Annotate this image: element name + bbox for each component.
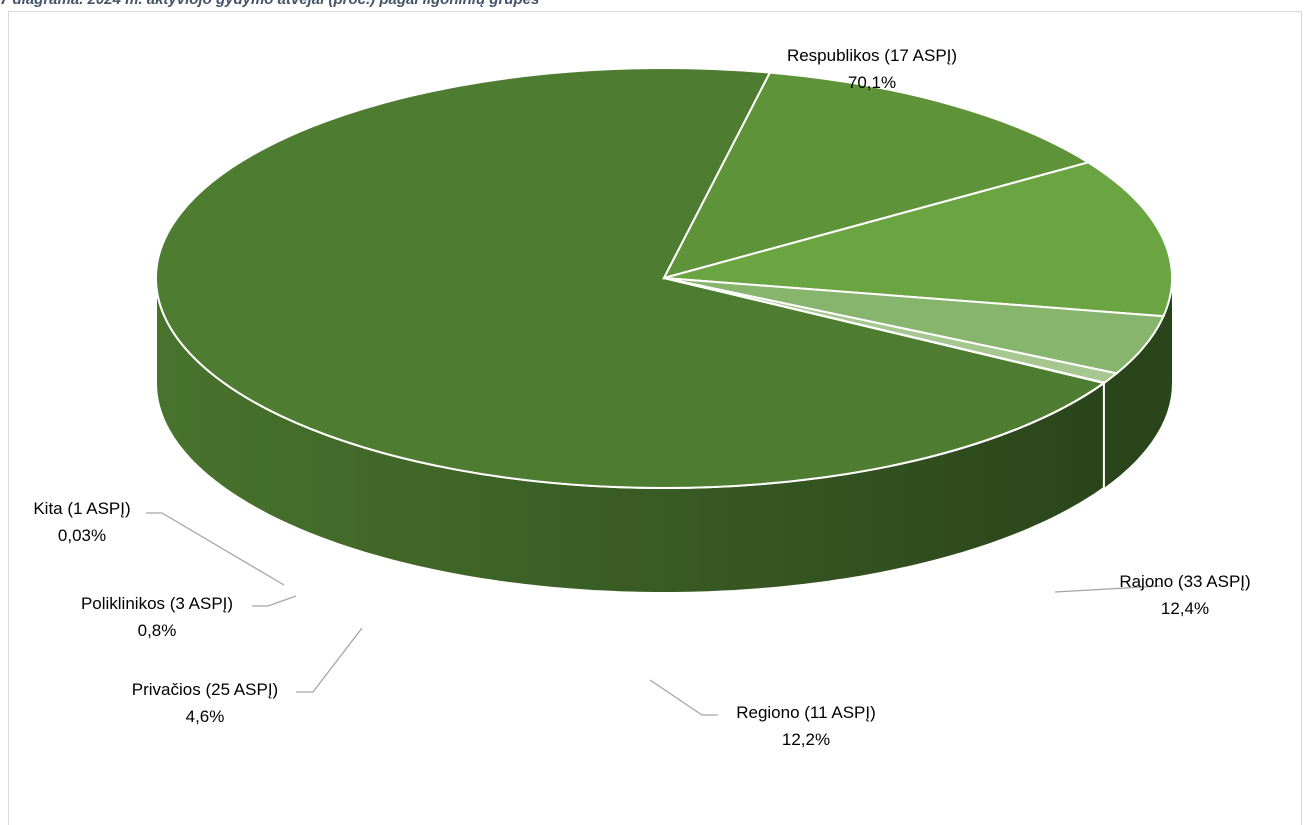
pie-slice-respublikos xyxy=(154,66,1107,489)
pie-slice-rajono xyxy=(662,71,1091,280)
leader-line-regiono xyxy=(649,679,718,716)
slice-name-label-regiono: Regiono (11 ASPĮ) xyxy=(736,703,876,722)
slice-value-label-kita: 0,03% xyxy=(58,526,106,545)
slice-name-label-privacios: Privačios (25 ASPĮ) xyxy=(132,680,278,699)
slice-value-label-poliklinikos: 0,8% xyxy=(138,621,177,640)
slice-name-label-respublikos: Respublikos (17 ASPĮ) xyxy=(787,46,957,65)
data-labels: Respublikos (17 ASPĮ) 70,1% Rajono (33 A… xyxy=(33,46,1250,749)
chart-frame xyxy=(8,11,1302,825)
slice-name-label-kita: Kita (1 ASPĮ) xyxy=(33,499,130,518)
slice-name-label-poliklinikos: Poliklinikos (3 ASPĮ) xyxy=(81,594,233,613)
leader-lines xyxy=(146,512,1161,716)
chart-caption: 7 diagrama. 2024 m. aktyviojo gydymo atv… xyxy=(0,0,539,8)
leader-line-poliklinikos xyxy=(252,595,297,607)
pie-slice-kita xyxy=(663,277,1108,385)
slice-value-label-respublikos: 70,1% xyxy=(848,73,896,92)
slice-value-label-privacios: 4,6% xyxy=(186,707,225,726)
leader-line-privacios xyxy=(296,627,363,693)
leader-line-rajono xyxy=(1054,585,1161,593)
slice-value-label-regiono: 12,2% xyxy=(782,730,830,749)
leader-line-kita xyxy=(146,512,285,586)
slice-name-label-rajono: Rajono (33 ASPĮ) xyxy=(1119,572,1250,591)
pie-slice-regiono xyxy=(663,161,1174,318)
slice-value-label-rajono: 12,4% xyxy=(1161,599,1209,618)
pie-slices xyxy=(154,66,1174,489)
